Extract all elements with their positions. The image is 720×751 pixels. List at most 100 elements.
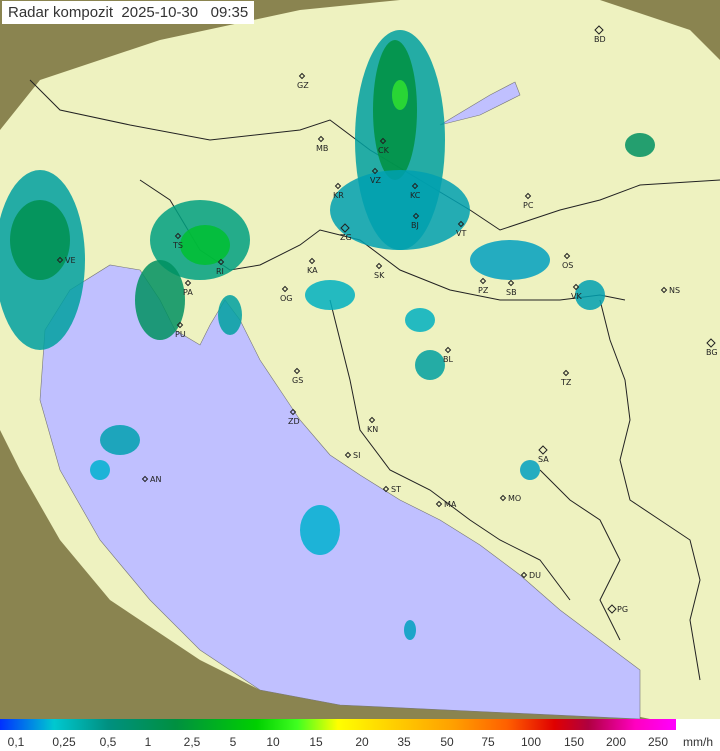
city-ma: MA [435,500,457,509]
city-sa: SA [538,445,549,464]
city-dot-icon [317,135,325,143]
city-dot-icon [371,167,379,175]
legend-tick: 0,1 [7,735,25,749]
city-pc: PC [523,192,534,210]
legend-tick: 100 [520,735,542,749]
city-dot-icon [660,286,668,294]
city-label: VK [571,292,582,301]
city-markers: BD GZ MB CK VZ KR KC PC BJ VT TS ZG VE RI KA SK OS PA OG PZ… [56,25,718,614]
city-label: AN [150,475,161,484]
city-label: TS [172,241,183,250]
city-sb: SB [506,279,517,297]
radar-echoes [0,30,655,640]
city-tz: TZ [560,369,572,387]
city-ck: CK [378,137,390,155]
city-dot-icon [479,277,487,285]
radar-echo [180,225,230,265]
legend-tick: 15 [309,735,323,749]
legend-tick: 10 [266,735,280,749]
city-label: PA [183,288,193,297]
city-label: MB [316,144,328,153]
city-st: ST [382,485,401,494]
city-label: PU [175,330,186,339]
city-dot-icon [217,258,225,266]
capital-diamond-icon [538,445,548,455]
city-label: BG [706,348,718,357]
legend-tick: 2,5 [183,735,201,749]
radar-echo [135,260,185,340]
city-dot-icon [184,279,192,287]
city-dot-icon [562,369,570,377]
map-title: Radar kompozit 2025-10-30 09:35 [2,1,255,24]
city-dot-icon [176,321,184,329]
city-label: NS [669,286,680,295]
city-dot-icon [344,451,352,459]
legend-tick: 0,5 [99,735,117,749]
city-bj: BJ [411,212,420,230]
radar-echo [404,620,416,640]
city-bd: BD [594,25,606,44]
legend-tick: 50 [440,735,454,749]
city-label: VE [65,256,76,265]
radar-map[interactable]: BD GZ MB CK VZ KR KC PC BJ VT TS ZG VE RI KA SK OS PA OG PZ… [0,0,720,719]
city-pa: PA [183,279,193,297]
radar-echo [392,80,408,110]
radar-echo [218,295,242,335]
capital-diamond-icon [706,338,716,348]
city-dot-icon [281,285,289,293]
legend-tick: 75 [481,735,495,749]
legend-color-bar [0,719,676,730]
city-label: MO [508,494,521,503]
city-dot-icon [174,232,182,240]
legend-tick: 20 [355,735,369,749]
city-label: VT [456,229,466,238]
city-dot-icon [308,257,316,265]
city-dot-icon [524,192,532,200]
city-label: PG [617,605,628,614]
city-kn: KN [367,416,378,434]
title-label: Radar kompozit [8,4,114,21]
city-dot-icon [289,408,297,416]
legend-tick: 150 [563,735,585,749]
city-label: MA [444,500,457,509]
city-dot-icon [379,137,387,145]
radar-echo [305,280,355,310]
radar-echo [100,425,140,455]
legend-tick: 5 [229,735,237,749]
city-dot-icon [293,367,301,375]
city-os: OS [562,252,573,270]
city-dot-icon [444,346,452,354]
city-vz: VZ [370,167,381,185]
city-mo: MO [499,494,521,503]
city-label: BD [594,35,606,44]
city-ns: NS [660,286,680,295]
capital-diamond-icon [594,25,604,35]
city-kr: KR [333,182,344,200]
city-label: KN [367,425,378,434]
legend-labels: 0,1 0,25 0,5 1 2,5 5 10 15 20 35 50 75 1… [0,735,720,751]
city-ri: RI [216,258,225,276]
city-label: SI [353,451,360,460]
city-vt: VT [456,220,466,238]
city-label: ZG [340,233,352,242]
city-du: DU [520,571,541,580]
city-label: SA [538,455,549,464]
capital-diamond-icon [340,223,350,233]
city-zd: ZD [288,408,300,426]
title-date: 2025-10-30 [121,4,199,21]
title-time: 09:35 [210,4,249,21]
radar-echo [625,133,655,157]
city-dot-icon [298,72,306,80]
city-dot-icon [375,262,383,270]
city-si: SI [344,451,360,460]
radar-echo [300,505,340,555]
city-zg: ZG [340,223,352,242]
city-vk: VK [571,283,582,301]
city-pg: PG [607,604,628,614]
capital-diamond-icon [607,604,617,614]
legend-tick: 200 [605,735,627,749]
city-dot-icon [563,252,571,260]
legend-tick: 35 [397,735,411,749]
city-gz: GZ [297,72,309,90]
city-label: OS [562,261,573,270]
